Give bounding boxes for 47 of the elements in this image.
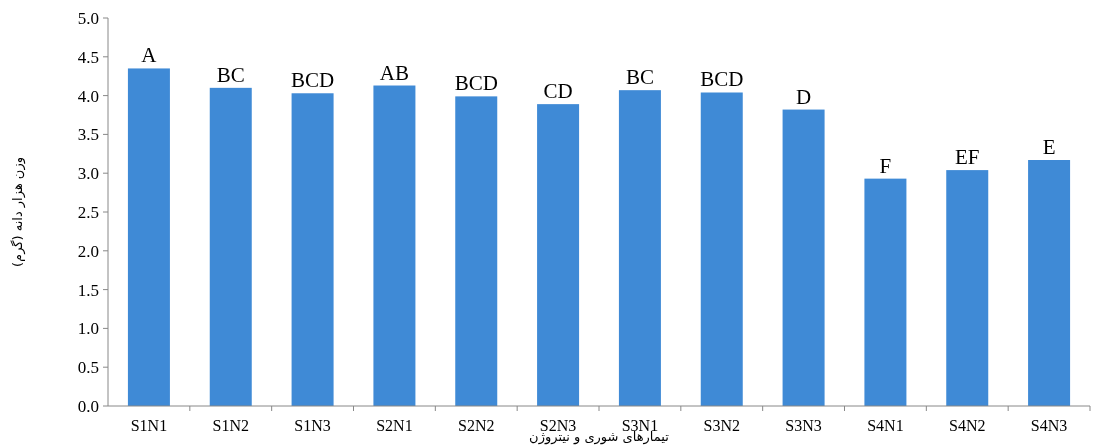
y-axis-title: وزن هزار دانه (گرم) [10,157,26,267]
y-tick-label: 3.0 [77,164,99,184]
x-tick-label: S4N3 [1030,417,1068,434]
x-tick-label: S4N2 [949,417,986,434]
y-tick-label: 3.5 [77,125,99,145]
x-tick-label: S1N1 [130,417,168,434]
bar [782,109,825,406]
y-tick-label: 2.5 [77,203,99,222]
bar [455,96,498,406]
y-tick-label: 2.0 [77,241,99,261]
y-tick-label: 4.0 [77,86,99,106]
y-tick-label: 5.0 [77,9,99,28]
x-tick-label: S1N3 [294,417,331,434]
bar [864,178,907,406]
x-tick-label: S2N3 [539,417,577,434]
data-label: A [141,43,158,68]
data-label: BC [625,65,654,90]
data-label: BCD [290,68,335,93]
data-label: BCD [454,71,498,96]
bar [373,85,416,406]
bar [209,87,252,406]
x-tick-label: S4N1 [867,417,904,434]
data-label: F [879,153,892,178]
data-label: AB [379,60,410,85]
bar [618,90,661,406]
bar [537,104,580,406]
data-label: D [796,84,812,109]
x-tick-label: S2N2 [458,417,495,434]
x-tick-label: S1N2 [212,417,249,434]
data-label: BC [216,62,245,87]
x-tick-label: S3N2 [703,417,740,434]
bar [946,170,989,406]
data-label: BCD [700,67,744,92]
bar [1028,160,1071,406]
bar [127,68,170,406]
y-tick-label: 0.5 [77,358,99,378]
y-tick-label: 1.5 [77,280,99,300]
bar [291,93,334,406]
data-label: EF [954,145,980,170]
data-label: E [1042,135,1056,160]
y-tick-label: 1.0 [77,319,99,339]
x-tick-label: S2N1 [376,417,413,434]
x-tick-label: S3N3 [785,417,822,434]
y-tick-label: 4.5 [77,47,99,67]
data-label: CD [543,79,573,104]
bar [700,92,743,406]
y-tick-label: 0.0 [77,397,99,416]
